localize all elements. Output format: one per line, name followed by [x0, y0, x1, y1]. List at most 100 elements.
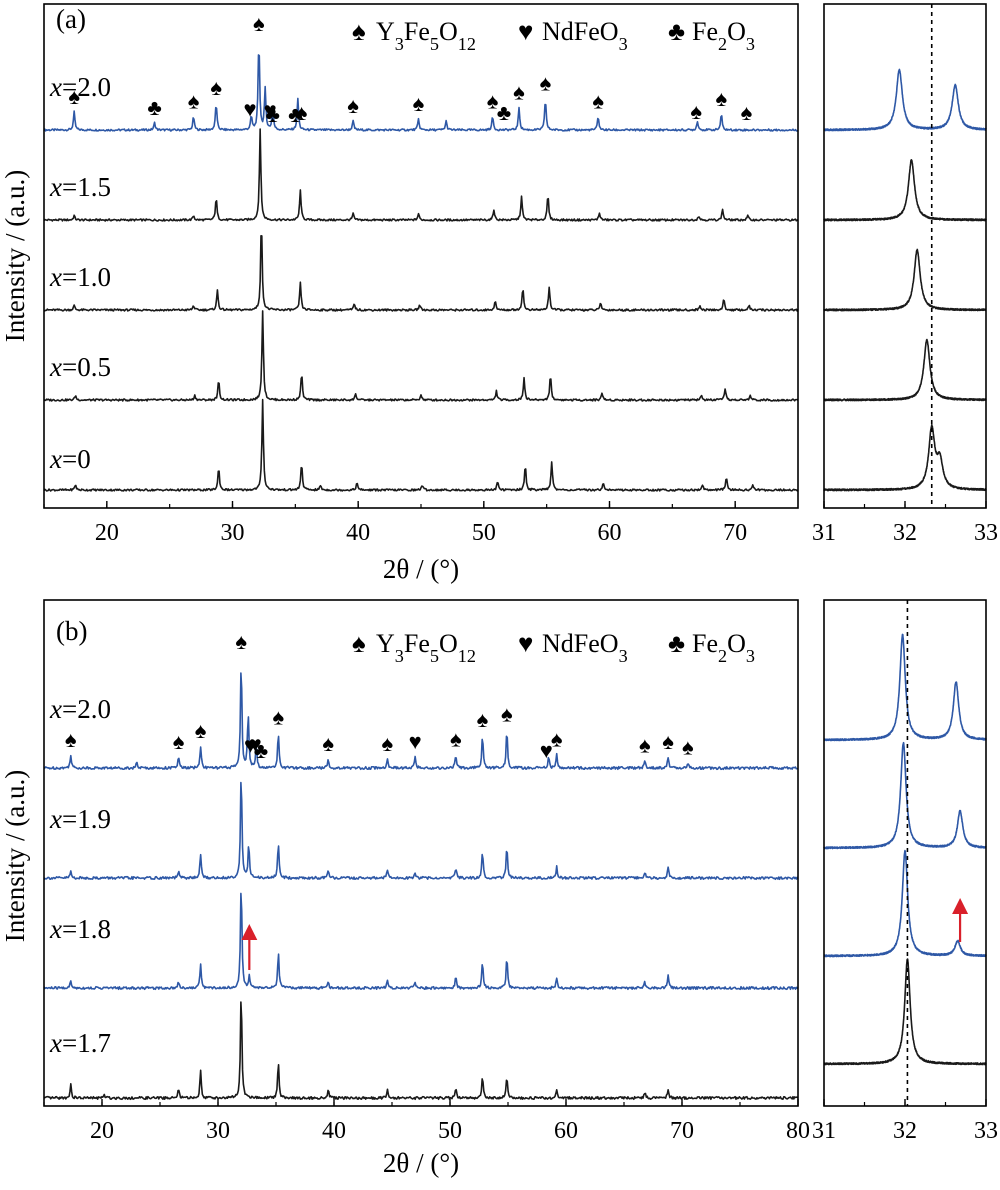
panel-1-labels: 31 32 33: [812, 520, 998, 546]
phase-marker-heart-icon: ♥: [244, 733, 257, 758]
phase-marker-spade-icon: ♠: [235, 629, 247, 654]
panel-2-labels: x=2.0 x=1.9 x=1.8 x=1.7 20 30 40 50 60 70 80 (b) 2θ …: [0, 616, 810, 1178]
text-layer: x=2.0 x=1.5 x=1.0 x=0.5 x=0 20 30 40 50 60 70 (a) 2θ…: [0, 4, 998, 1178]
phase-marker-club-icon: ♣: [497, 100, 511, 125]
phase-marker-spade-icon: ♠: [382, 731, 394, 756]
phase-marker-spade-icon: ♠: [347, 93, 359, 118]
phase-marker-spade-icon: ♠: [741, 100, 753, 125]
sample-label-x-1-8: x=1.8: [49, 914, 111, 944]
phase-marker-spade-icon: ♠: [513, 79, 525, 104]
x-tick-label: 30: [206, 1118, 230, 1144]
x-tick-label: 32: [893, 1118, 917, 1144]
legend-label-spade: Y3Fe5O12: [376, 629, 476, 666]
x-tick-label: 60: [554, 1118, 578, 1144]
x-tick-label: 31: [812, 1118, 836, 1144]
trace-x-1-0: [823, 248, 987, 312]
legend-label-heart: NdFeO3: [542, 17, 628, 54]
legend-club-icon: ♣: [668, 17, 685, 46]
red-arrow-head-icon: [952, 898, 969, 914]
trace-x-0-5: [823, 338, 987, 402]
panel-1-traces: [823, 68, 987, 492]
phase-marker-spade-icon: ♠: [477, 707, 489, 732]
sample-label-x-1-7: x=1.7: [49, 1028, 111, 1058]
x-tick-label: 20: [95, 520, 119, 546]
phase-marker-spade-icon: ♠: [501, 701, 513, 726]
phase-marker-heart-icon: ♥: [264, 98, 277, 123]
y-axis-label: Intensity / (a.u.): [0, 770, 30, 942]
trace-x-2-0: [823, 68, 987, 132]
phase-marker-spade-icon: ♠: [450, 727, 462, 752]
x-tick-label: 40: [322, 1118, 346, 1144]
legend-label-club: Fe2O3: [692, 629, 755, 666]
trace-x-1-0: [43, 235, 799, 312]
phase-marker-spade-icon: ♠: [188, 88, 200, 113]
panel-letter: (b): [56, 616, 87, 646]
panel-letter: (a): [56, 4, 86, 34]
panel-1-axes: [823, 3, 987, 509]
trace-x-0-5: [43, 310, 799, 402]
panel-0-labels: x=2.0 x=1.5 x=1.0 x=0.5 x=0 20 30 40 50 60 70 (a) 2θ…: [0, 4, 755, 584]
sample-label-x-0: x=0: [49, 444, 91, 474]
phase-marker-spade-icon: ♠: [68, 84, 80, 109]
phase-marker-heart-icon: ♥: [409, 729, 422, 754]
phase-marker-club-icon: ♣: [288, 102, 302, 127]
x-tick-label: 30: [221, 520, 245, 546]
panel-0-traces: [43, 54, 799, 492]
trace-layer: [43, 54, 987, 1101]
panel-0-axes: [43, 3, 799, 509]
red-arrow-head-icon: [241, 924, 258, 940]
legend-heart-icon: ♥: [518, 629, 533, 658]
trace-x-2-0: [823, 633, 987, 742]
panel-3-axes: [823, 599, 987, 1107]
x-tick-label: 50: [472, 520, 496, 546]
trace-x-1-5: [823, 159, 987, 222]
x-tick-label: 31: [812, 520, 836, 546]
legend-label-club: Fe2O3: [692, 17, 755, 54]
x-tick-label: 32: [893, 520, 917, 546]
panel-3-labels: 31 32 33: [812, 1118, 998, 1144]
phase-marker-heart-icon: ♥: [249, 732, 262, 757]
phase-marker-heart-icon: ♥: [244, 96, 257, 121]
phase-marker-spade-icon: ♠: [272, 705, 284, 730]
trace-x-1-5: [43, 128, 799, 222]
trace-x-2-0: [43, 54, 799, 132]
phase-marker-spade-icon: ♠: [195, 718, 207, 743]
panel-2-traces: [43, 672, 799, 1101]
phase-marker-spade-icon: ♠: [592, 88, 604, 113]
trace-x-1-9: [823, 741, 987, 850]
legend-label-spade: Y3Fe5O12: [376, 17, 476, 54]
x-tick-label: 70: [723, 520, 747, 546]
phase-marker-club-icon: ♣: [147, 95, 161, 120]
phase-marker-spade-icon: ♠: [682, 734, 694, 759]
phase-marker-spade-icon: ♠: [551, 727, 563, 752]
sample-label-x-1-5: x=1.5: [49, 172, 111, 202]
x-tick-label: 50: [438, 1118, 462, 1144]
plot-frame: [43, 3, 799, 509]
phase-marker-spade-icon: ♠: [639, 732, 651, 757]
phase-marker-club-icon: ♣: [254, 738, 268, 763]
x-tick-label: 33: [974, 1118, 998, 1144]
x-axis-label: 2θ / (°): [383, 1148, 459, 1178]
legend-spade-icon: ♠: [352, 629, 366, 658]
sample-label-x-0-5: x=0.5: [49, 352, 111, 382]
phase-marker-heart-icon: ♥: [540, 738, 553, 763]
plot-frame: [43, 599, 799, 1107]
legend-heart-icon: ♥: [518, 17, 533, 46]
panel-2-axes: [43, 599, 799, 1107]
trace-x-1-8: [43, 892, 799, 991]
phase-marker-spade-icon: ♠: [173, 729, 185, 754]
phase-marker-spade-icon: ♠: [715, 86, 727, 111]
legend-label-heart: NdFeO3: [542, 629, 628, 666]
phase-marker-spade-icon: ♠: [210, 75, 222, 100]
x-tick-label: 70: [670, 1118, 694, 1144]
trace-x-1-7: [823, 958, 987, 1066]
phase-marker-club-icon: ♣: [265, 102, 279, 127]
sample-label-x-1-9: x=1.9: [49, 804, 111, 834]
trace-x-0: [43, 398, 799, 492]
plot-frame: [823, 3, 987, 509]
x-axis-label: 2θ / (°): [383, 554, 459, 584]
phase-marker-spade-icon: ♠: [322, 731, 334, 756]
sample-label-x-2-0: x=2.0: [49, 694, 111, 724]
frame-layer: [43, 3, 987, 1107]
phase-marker-spade-icon: ♠: [413, 91, 425, 116]
